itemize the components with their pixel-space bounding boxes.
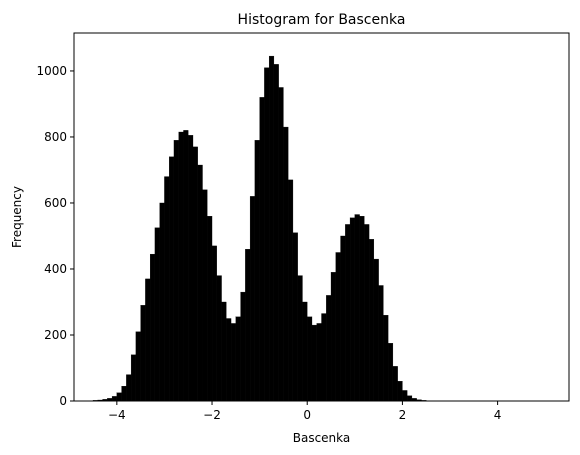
histogram-bar [221, 301, 227, 402]
histogram-bar [259, 97, 265, 402]
histogram-bar [197, 164, 203, 402]
histogram-bar [135, 331, 141, 402]
histogram-bar [340, 235, 346, 402]
histogram-bar [330, 272, 336, 402]
x-tick-label: 2 [399, 408, 407, 422]
histogram-bar [226, 318, 232, 402]
histogram-bar [145, 278, 151, 402]
histogram-bar [240, 291, 246, 402]
histogram-bar [373, 258, 379, 402]
histogram-bar [292, 232, 298, 402]
histogram-bar [121, 385, 127, 402]
y-tick-label: 1000 [36, 64, 67, 78]
histogram-bar [230, 323, 236, 402]
histogram-bar [297, 275, 303, 402]
plot-frame [73, 32, 570, 402]
histogram-bar [254, 140, 260, 402]
histogram-bar [173, 140, 179, 402]
histogram-bar [235, 316, 241, 402]
histogram-bar [397, 381, 403, 402]
histogram-bar [178, 131, 184, 402]
y-tick-label: 400 [44, 262, 67, 276]
x-tick-label: −4 [108, 408, 126, 422]
x-tick-label: 4 [494, 408, 502, 422]
x-axis-label: Bascenka [293, 431, 351, 445]
histogram-bar [154, 227, 160, 402]
histogram-bar [169, 156, 175, 402]
histogram-bar [354, 214, 360, 402]
histogram-bar [278, 87, 284, 402]
histogram-bar [264, 67, 270, 402]
histogram-bar [349, 217, 355, 402]
histogram-bar [311, 324, 317, 402]
histogram-bar [111, 396, 117, 402]
x-tick-label: −2 [203, 408, 221, 422]
histogram-bar [140, 305, 146, 402]
histogram-bar [164, 176, 170, 402]
histogram-bar [192, 146, 198, 402]
histogram-bar [326, 295, 332, 402]
histogram-bar [387, 343, 394, 402]
histogram-bar [407, 395, 413, 402]
histogram-bar [249, 196, 256, 402]
histogram-bar [335, 252, 341, 402]
histogram-bar [130, 354, 137, 402]
histogram-bars [88, 55, 432, 402]
histogram-bar [345, 224, 351, 402]
histogram-bar [359, 216, 365, 402]
histogram-bar [368, 239, 375, 402]
histogram-bar [307, 316, 313, 402]
histogram-bar [207, 216, 213, 402]
histogram-bar [378, 285, 384, 402]
y-tick-label: 200 [44, 328, 67, 342]
histogram-bar [149, 253, 156, 402]
histogram-bar [268, 55, 275, 402]
histogram-bar [316, 323, 322, 402]
histogram-bar [321, 313, 327, 402]
histogram-bar [392, 366, 398, 402]
y-axis-label: Frequency [10, 186, 24, 248]
histogram-bar [402, 390, 408, 402]
y-tick-label: 600 [44, 196, 67, 210]
chart-title: Histogram for Bascenka [238, 12, 406, 28]
histogram-bar [383, 315, 389, 402]
y-axis-ticks: 0 200 400 600 800 1000 [36, 64, 74, 408]
histogram-bar [283, 126, 289, 402]
histogram-bar [188, 135, 194, 402]
x-axis-ticks: −4 −2 0 2 4 [108, 401, 501, 422]
histogram-bar [126, 374, 132, 402]
y-tick-label: 800 [44, 130, 67, 144]
x-tick-label: 0 [303, 408, 311, 422]
histogram-bar [211, 245, 217, 402]
histogram-bar [183, 130, 189, 402]
histogram-bar [159, 202, 165, 402]
histogram-bar [288, 179, 294, 402]
histogram-bar [116, 392, 122, 402]
histogram-bar [216, 275, 222, 402]
y-tick-label: 0 [59, 394, 67, 408]
histogram-bar [364, 224, 370, 402]
histogram-bar [273, 64, 279, 402]
histogram-bar [245, 249, 251, 402]
histogram-bar [202, 189, 208, 402]
histogram-bar [302, 301, 308, 402]
